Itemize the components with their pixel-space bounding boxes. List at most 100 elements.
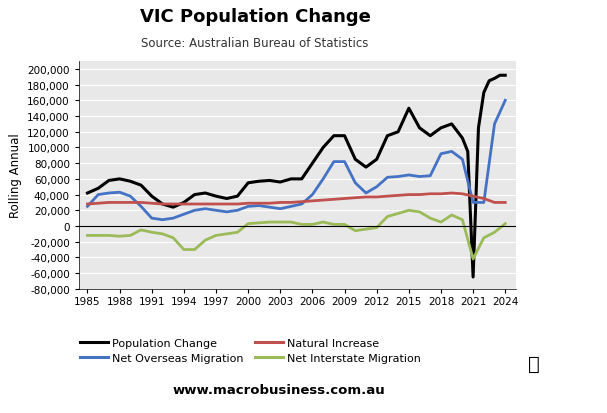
Net Interstate Migration (501, 222, 509, 227)
Natural Increase (480, 197, 487, 202)
Natural Increase (330, 197, 337, 202)
Population Change (416, 126, 423, 131)
Net Interstate Migration (362, 227, 370, 232)
Natural Increase (287, 200, 294, 205)
Net Interstate Migration (159, 232, 166, 237)
Natural Increase (448, 191, 455, 196)
Population Change (486, 79, 493, 84)
Natural Increase (137, 200, 144, 205)
Net Overseas Migration (469, 200, 476, 205)
Net Overseas Migration (95, 192, 102, 197)
Net Interstate Migration (116, 234, 123, 239)
Net Overseas Migration (212, 208, 220, 213)
Net Overseas Migration (448, 150, 455, 154)
Net Interstate Migration (287, 220, 294, 225)
Net Overseas Migration (159, 218, 166, 223)
Net Overseas Migration (277, 207, 284, 212)
Population Change (84, 191, 91, 196)
Net Overseas Migration (266, 205, 273, 210)
Text: BUSINESS: BUSINESS (500, 50, 569, 63)
Net Overseas Migration (491, 122, 498, 127)
Net Interstate Migration (341, 222, 348, 227)
Net Interstate Migration (169, 236, 177, 241)
Natural Increase (234, 202, 241, 207)
Population Change (298, 177, 305, 182)
Population Change (148, 194, 155, 199)
Natural Increase (491, 200, 498, 205)
Net Interstate Migration (105, 233, 112, 238)
Natural Increase (459, 192, 466, 197)
Net Interstate Migration (480, 236, 487, 241)
Net Overseas Migration (137, 204, 144, 209)
Net Interstate Migration (469, 257, 476, 262)
Net Overseas Migration (245, 204, 252, 209)
Net Overseas Migration (180, 212, 188, 217)
Net Interstate Migration (212, 233, 220, 238)
Natural Increase (437, 192, 444, 197)
Natural Increase (105, 200, 112, 205)
Net Interstate Migration (137, 228, 144, 233)
Natural Increase (255, 201, 262, 206)
Population Change (202, 191, 209, 196)
Legend: Population Change, Net Overseas Migration, Natural Increase, Net Interstate Migr: Population Change, Net Overseas Migratio… (76, 333, 426, 368)
Net Overseas Migration (416, 175, 423, 180)
Natural Increase (395, 193, 402, 198)
Net Interstate Migration (266, 220, 273, 225)
Natural Increase (277, 200, 284, 205)
Net Interstate Migration (84, 233, 91, 238)
Line: Net Overseas Migration: Net Overseas Migration (87, 101, 505, 220)
Natural Increase (351, 196, 359, 201)
Net Overseas Migration (384, 176, 391, 180)
Net Interstate Migration (245, 222, 252, 227)
Natural Increase (223, 202, 231, 207)
Population Change (475, 126, 482, 131)
Population Change (234, 194, 241, 199)
Population Change (459, 136, 466, 141)
Population Change (277, 180, 284, 185)
Net Overseas Migration (459, 157, 466, 162)
Net Overseas Migration (341, 160, 348, 165)
Population Change (469, 275, 476, 280)
Net Interstate Migration (384, 215, 391, 220)
Natural Increase (148, 201, 155, 206)
Net Overseas Migration (116, 190, 123, 195)
Line: Natural Increase: Natural Increase (87, 194, 505, 204)
Line: Population Change: Population Change (87, 76, 505, 278)
Net Overseas Migration (373, 185, 381, 190)
Population Change (362, 165, 370, 170)
Natural Increase (116, 200, 123, 205)
Net Overseas Migration (105, 191, 112, 196)
Natural Increase (501, 200, 509, 205)
Net Interstate Migration (223, 232, 231, 237)
Net Overseas Migration (148, 216, 155, 221)
Population Change (405, 107, 413, 112)
Net Interstate Migration (319, 220, 327, 225)
Net Overseas Migration (319, 177, 327, 182)
Population Change (501, 74, 509, 78)
Natural Increase (362, 195, 370, 200)
Net Overseas Migration (287, 204, 294, 209)
Population Change (497, 74, 504, 78)
Net Interstate Migration (395, 211, 402, 216)
Population Change (341, 134, 348, 139)
Population Change (287, 177, 294, 182)
Natural Increase (416, 192, 423, 197)
Net Interstate Migration (277, 220, 284, 225)
Net Overseas Migration (405, 173, 413, 178)
Net Interstate Migration (459, 218, 466, 223)
Text: www.macrobusiness.com.au: www.macrobusiness.com.au (173, 384, 385, 396)
Net Overseas Migration (127, 194, 134, 199)
Net Overseas Migration (223, 210, 231, 215)
Population Change (191, 192, 198, 197)
Natural Increase (191, 202, 198, 207)
Net Interstate Migration (427, 216, 434, 221)
Population Change (427, 134, 434, 139)
Net Interstate Migration (148, 230, 155, 235)
Natural Increase (212, 202, 220, 207)
Population Change (464, 150, 472, 154)
Net Interstate Migration (330, 222, 337, 227)
Text: MACRO: MACRO (506, 24, 563, 38)
Net Overseas Migration (169, 216, 177, 221)
Population Change (116, 177, 123, 182)
Natural Increase (169, 202, 177, 207)
